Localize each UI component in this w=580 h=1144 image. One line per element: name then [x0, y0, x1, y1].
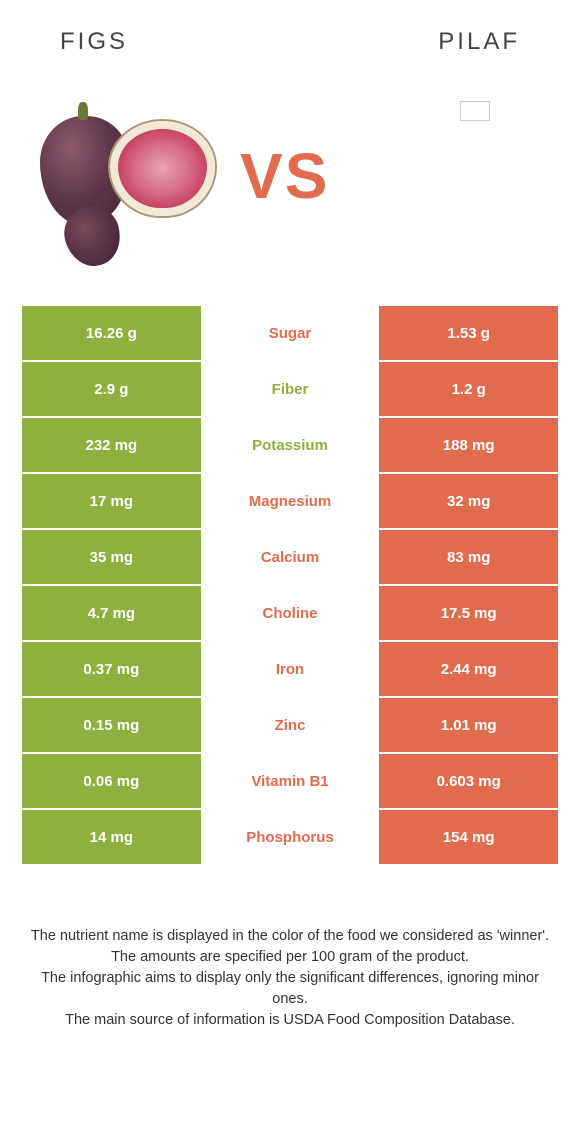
right-value-cell: 32 mg: [379, 474, 558, 530]
left-value-cell: 35 mg: [22, 530, 201, 586]
right-value-cell: 1.2 g: [379, 362, 558, 418]
table-row: 0.06 mgVitamin B10.603 mg: [22, 754, 558, 810]
nutrient-name-cell: Phosphorus: [201, 810, 380, 866]
left-value-cell: 4.7 mg: [22, 586, 201, 642]
left-food-title: FIGS: [60, 28, 128, 56]
nutrient-name-cell: Choline: [201, 586, 380, 642]
left-value-cell: 0.37 mg: [22, 642, 201, 698]
left-value-cell: 232 mg: [22, 418, 201, 474]
pilaf-image-placeholder: [460, 101, 490, 121]
left-value-cell: 16.26 g: [22, 306, 201, 362]
nutrient-name-cell: Calcium: [201, 530, 380, 586]
right-value-cell: 154 mg: [379, 810, 558, 866]
fig-cut-icon: [110, 121, 215, 216]
vs-label: VS: [240, 139, 329, 213]
header: FIGS PILAF: [0, 0, 580, 66]
right-value-cell: 83 mg: [379, 530, 558, 586]
table-row: 232 mgPotassium188 mg: [22, 418, 558, 474]
right-value-cell: 17.5 mg: [379, 586, 558, 642]
right-value-cell: 1.01 mg: [379, 698, 558, 754]
footer-notes: The nutrient name is displayed in the co…: [0, 866, 580, 1051]
nutrient-name-cell: Zinc: [201, 698, 380, 754]
table-row: 16.26 gSugar1.53 g: [22, 306, 558, 362]
left-value-cell: 0.15 mg: [22, 698, 201, 754]
table-row: 0.15 mgZinc1.01 mg: [22, 698, 558, 754]
left-value-cell: 17 mg: [22, 474, 201, 530]
table-row: 35 mgCalcium83 mg: [22, 530, 558, 586]
nutrient-name-cell: Magnesium: [201, 474, 380, 530]
right-value-cell: 1.53 g: [379, 306, 558, 362]
nutrient-name-cell: Vitamin B1: [201, 754, 380, 810]
nutrient-comparison-table: 16.26 gSugar1.53 g2.9 gFiber1.2 g232 mgP…: [22, 306, 558, 866]
left-value-cell: 2.9 g: [22, 362, 201, 418]
footer-line: The amounts are specified per 100 gram o…: [30, 947, 550, 968]
footer-line: The nutrient name is displayed in the co…: [30, 926, 550, 947]
footer-line: The main source of information is USDA F…: [30, 1010, 550, 1031]
nutrient-name-cell: Iron: [201, 642, 380, 698]
nutrient-name-cell: Potassium: [201, 418, 380, 474]
table-row: 0.37 mgIron2.44 mg: [22, 642, 558, 698]
right-value-cell: 0.603 mg: [379, 754, 558, 810]
nutrient-name-cell: Fiber: [201, 362, 380, 418]
table-row: 14 mgPhosphorus154 mg: [22, 810, 558, 866]
table-row: 4.7 mgCholine17.5 mg: [22, 586, 558, 642]
right-food-title: PILAF: [438, 28, 520, 56]
right-value-cell: 2.44 mg: [379, 642, 558, 698]
figs-image: [40, 86, 220, 266]
nutrient-name-cell: Sugar: [201, 306, 380, 362]
footer-line: The infographic aims to display only the…: [30, 968, 550, 1010]
left-value-cell: 14 mg: [22, 810, 201, 866]
image-row: VS: [0, 66, 580, 306]
left-value-cell: 0.06 mg: [22, 754, 201, 810]
table-row: 2.9 gFiber1.2 g: [22, 362, 558, 418]
right-value-cell: 188 mg: [379, 418, 558, 474]
table-row: 17 mgMagnesium32 mg: [22, 474, 558, 530]
